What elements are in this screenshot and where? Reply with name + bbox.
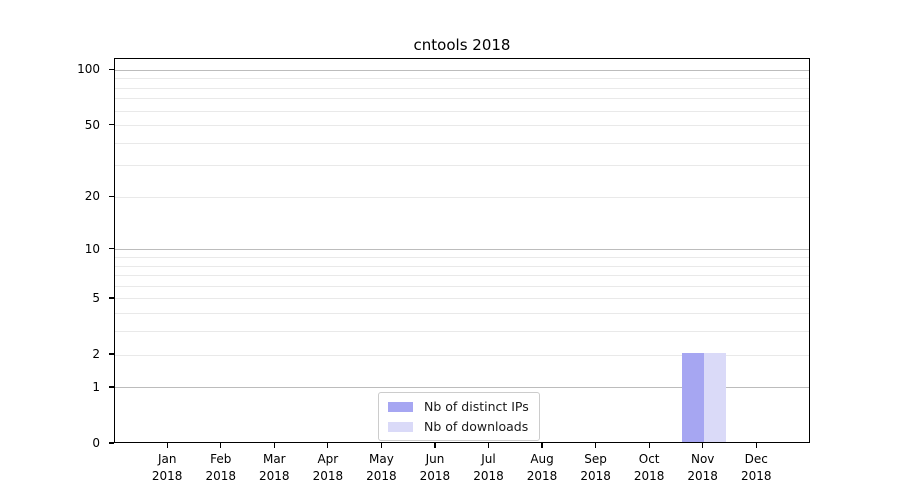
x-tick-label: Jun 2018 bbox=[403, 451, 467, 484]
legend: Nb of distinct IPs Nb of downloads bbox=[378, 392, 540, 441]
y-tick-mark bbox=[109, 68, 114, 70]
x-tick-month: Jan bbox=[157, 452, 177, 466]
y-tick-label: 1 bbox=[92, 379, 100, 394]
gridline-minor bbox=[115, 285, 809, 287]
y-tick-mark bbox=[109, 386, 114, 388]
x-tick-year: 2018 bbox=[473, 468, 504, 483]
x-tick-year: 2018 bbox=[740, 468, 772, 483]
bar-nb-of-downloads bbox=[703, 353, 726, 442]
x-tick-mark bbox=[648, 443, 650, 448]
gridline-minor bbox=[115, 331, 809, 333]
y-tick-mark bbox=[109, 442, 114, 444]
x-tick-month: Sep bbox=[584, 452, 607, 466]
y-tick-label: 2 bbox=[92, 347, 100, 362]
legend-row: Nb of downloads bbox=[388, 418, 529, 435]
x-tick-month: May bbox=[368, 452, 394, 466]
x-tick-year: 2018 bbox=[205, 468, 237, 483]
x-tick-label: Nov 2018 bbox=[671, 451, 735, 484]
x-tick-mark bbox=[487, 443, 490, 448]
x-tick-year: 2018 bbox=[526, 468, 558, 483]
gridline-minor bbox=[115, 78, 809, 80]
x-tick-mark bbox=[166, 443, 168, 448]
legend-swatch bbox=[388, 401, 413, 412]
legend-label: Nb of downloads bbox=[424, 419, 529, 434]
gridline-minor bbox=[115, 142, 809, 144]
x-tick-label: Mar 2018 bbox=[242, 451, 306, 484]
gridline-minor bbox=[115, 125, 809, 127]
gridline-minor bbox=[115, 98, 809, 100]
gridline-minor bbox=[115, 298, 809, 300]
legend-label: Nb of distinct IPs bbox=[424, 399, 529, 414]
gridline-major bbox=[115, 387, 809, 389]
gridline-major bbox=[115, 249, 809, 251]
gridline-major bbox=[115, 69, 809, 71]
x-tick-label: Oct 2018 bbox=[617, 451, 681, 484]
gridline-minor bbox=[115, 196, 809, 198]
x-tick-mark bbox=[434, 443, 436, 448]
x-tick-year: 2018 bbox=[151, 468, 183, 483]
x-tick-label: Jan 2018 bbox=[135, 451, 199, 484]
y-tick-label: 0 bbox=[92, 436, 100, 450]
gridline-minor bbox=[115, 313, 809, 315]
x-tick-month: Aug bbox=[530, 452, 554, 466]
y-tick-mark bbox=[109, 123, 114, 126]
x-tick-month: Jul bbox=[481, 452, 496, 466]
x-tick-label: Apr 2018 bbox=[296, 451, 360, 484]
x-tick-mark bbox=[273, 443, 275, 448]
x-tick-mark bbox=[327, 443, 329, 448]
y-tick-mark bbox=[109, 195, 114, 198]
legend-swatch bbox=[388, 421, 413, 432]
x-tick-mark bbox=[755, 443, 757, 448]
y-tick-mark bbox=[109, 248, 114, 250]
bar-nb-of-distinct-ips bbox=[681, 353, 704, 442]
x-tick-label: May 2018 bbox=[349, 451, 413, 484]
x-tick-label: Dec 2018 bbox=[724, 451, 788, 484]
x-tick-label: Feb 2018 bbox=[189, 451, 253, 484]
x-tick-year: 2018 bbox=[633, 468, 665, 483]
x-tick-month: Jun bbox=[425, 452, 445, 466]
x-tick-label: Jul 2018 bbox=[457, 451, 521, 484]
gridline-minor bbox=[115, 275, 809, 277]
x-tick-label: Aug 2018 bbox=[510, 451, 574, 484]
y-tick-label: 10 bbox=[84, 241, 100, 256]
gridline-minor bbox=[115, 110, 809, 112]
x-tick-year: 2018 bbox=[366, 468, 397, 483]
x-tick-year: 2018 bbox=[580, 468, 611, 483]
x-tick-mark bbox=[220, 443, 222, 448]
gridline-minor bbox=[115, 87, 809, 89]
x-tick-month: Dec bbox=[744, 452, 768, 466]
y-tick-mark bbox=[109, 297, 114, 299]
y-tick-label: 20 bbox=[84, 189, 100, 204]
plot-area bbox=[114, 58, 810, 443]
gridline-minor bbox=[115, 265, 809, 267]
gridline-minor bbox=[115, 165, 809, 167]
legend-row: Nb of distinct IPs bbox=[388, 398, 529, 415]
x-tick-month: Feb bbox=[210, 452, 232, 466]
x-tick-mark bbox=[541, 443, 543, 448]
x-tick-year: 2018 bbox=[312, 468, 344, 483]
y-tick-label: 100 bbox=[77, 62, 100, 77]
gridline-minor bbox=[115, 257, 809, 258]
x-tick-month: Apr bbox=[317, 452, 339, 466]
x-tick-year: 2018 bbox=[687, 468, 718, 483]
chart-title: cntools 2018 bbox=[413, 36, 511, 54]
x-tick-mark bbox=[594, 443, 597, 448]
x-tick-year: 2018 bbox=[259, 468, 290, 483]
x-tick-mark bbox=[380, 443, 383, 448]
x-tick-month: Oct bbox=[638, 452, 660, 466]
x-tick-year: 2018 bbox=[419, 468, 451, 483]
gridline-minor bbox=[115, 354, 809, 356]
y-tick-label: 50 bbox=[84, 117, 100, 132]
x-tick-month: Mar bbox=[262, 452, 286, 466]
y-tick-label: 5 bbox=[92, 290, 100, 305]
x-tick-mark bbox=[702, 443, 704, 448]
x-tick-label: Sep 2018 bbox=[564, 451, 628, 484]
y-tick-mark bbox=[109, 353, 114, 355]
x-tick-month: Nov bbox=[690, 452, 715, 466]
